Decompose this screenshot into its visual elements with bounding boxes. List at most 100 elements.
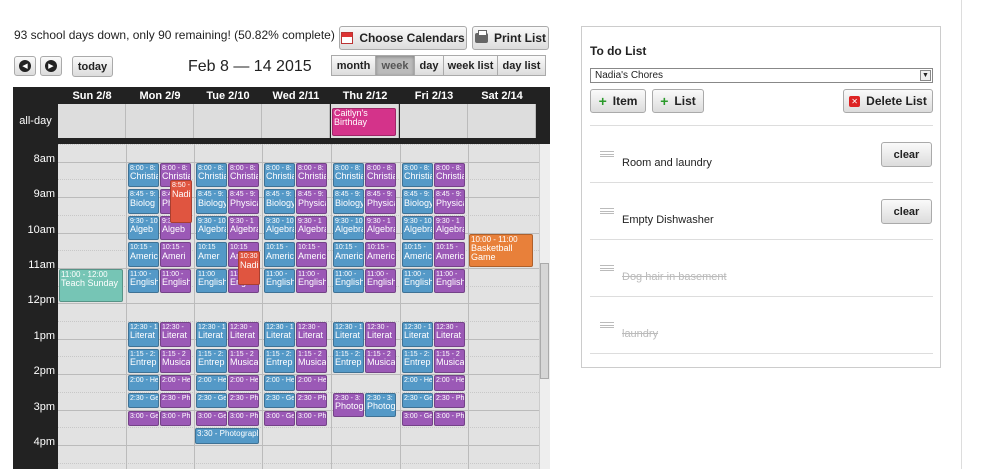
calendar-event[interactable]: 8:45 - 9: Physica bbox=[296, 189, 327, 214]
calendar-event[interactable]: 8:00 - 8: Christia bbox=[333, 162, 364, 188]
allday-cell[interactable] bbox=[400, 104, 468, 138]
calendar-event[interactable]: 2:30 - Ph bbox=[434, 392, 465, 409]
view-day-list-button[interactable]: day list bbox=[497, 55, 546, 76]
calendar-event[interactable]: 2:00 - He bbox=[160, 375, 191, 391]
calendar-event[interactable]: 12:30 - Literat bbox=[228, 322, 259, 347]
day-header-5[interactable]: Fri 2/13 bbox=[414, 89, 454, 102]
calendar-event[interactable]: 12:30 - 1 Literat bbox=[333, 322, 364, 347]
calendar-event[interactable]: 9:30 - 1 Algebra bbox=[434, 215, 465, 241]
calendar-event[interactable]: 3:00 - Ge bbox=[264, 410, 295, 427]
calendar-event[interactable]: 1:15 - 2 Musica bbox=[365, 348, 396, 374]
todo-item-text[interactable]: laundry bbox=[622, 328, 659, 340]
calendar-event[interactable]: 2:30 - 3: Photog bbox=[333, 392, 364, 418]
drag-handle-icon[interactable] bbox=[600, 151, 614, 157]
calendar-event[interactable]: 8:45 - 9: Biology bbox=[264, 189, 295, 214]
calendar-event[interactable]: 1:15 - 2: Entrep bbox=[402, 348, 433, 374]
calendar-event[interactable]: 1:15 - 2: Entrep bbox=[128, 348, 159, 374]
view-day-button[interactable]: day bbox=[414, 55, 444, 76]
calendar-event[interactable]: 12:30 - Literat bbox=[434, 322, 465, 347]
calendar-event[interactable]: 2:00 - He bbox=[434, 375, 465, 391]
calendar-event[interactable]: 3:00 - Ge bbox=[128, 410, 159, 427]
calendar-event[interactable]: 2:30 - Ge bbox=[196, 392, 227, 409]
calendar-event[interactable]: 2:00 - He bbox=[264, 375, 295, 391]
calendar-event[interactable]: 8:45 - 9: Physica bbox=[228, 189, 259, 214]
calendar-event[interactable]: 2:00 - He bbox=[228, 375, 259, 391]
calendar-event[interactable]: 12:30 - Literat bbox=[365, 322, 396, 347]
calendar-event[interactable]: 8:45 - 9: Biology bbox=[333, 189, 364, 214]
calendar-event[interactable]: 1:15 - 2 Musica bbox=[434, 348, 465, 374]
calendar-event[interactable]: 10:15 - Americ bbox=[365, 242, 396, 267]
calendar-event[interactable]: 12:30 - 1 Literat bbox=[264, 322, 295, 347]
calendar-event[interactable]: 8:45 - 9: Physica bbox=[434, 189, 465, 214]
day-header-6[interactable]: Sat 2/14 bbox=[481, 89, 523, 102]
calendar-event[interactable]: 9:30 - 10 Algeb bbox=[128, 215, 159, 241]
calendar-event[interactable]: 9:30 - 1 Algebra bbox=[296, 215, 327, 241]
calendar-event[interactable]: 9:30 - 10 Algebra bbox=[264, 215, 295, 241]
calendar-event[interactable]: 3:00 - Ph bbox=[228, 410, 259, 427]
calendar-event[interactable]: 8:45 - 9: Biology bbox=[402, 189, 433, 214]
todo-item-text[interactable]: Dog hair in basement bbox=[622, 271, 727, 283]
calendar-event[interactable]: 2:30 - Ge bbox=[402, 392, 433, 409]
todo-list-select[interactable]: Nadia's Chores ▼ bbox=[590, 68, 933, 83]
calendar-event[interactable]: 8:00 - 8: Christia bbox=[264, 162, 295, 188]
calendar-event[interactable]: 1:15 - 2: Entrep bbox=[264, 348, 295, 374]
calendar-event[interactable]: 8:00 - 8: Christia bbox=[434, 162, 465, 188]
allday-cell[interactable] bbox=[468, 104, 536, 138]
calendar-scrollbar-thumb[interactable] bbox=[540, 263, 549, 379]
calendar-event[interactable]: 11:00 - English bbox=[160, 268, 191, 294]
calendar-event[interactable]: 8:00 - 8: Christia bbox=[402, 162, 433, 188]
calendar-event[interactable]: 2:30 - Ph bbox=[228, 392, 259, 409]
calendar-event[interactable]: 11:00 - English bbox=[128, 268, 159, 294]
calendar-event[interactable]: 10:15 - Americ bbox=[264, 242, 295, 267]
allday-cell[interactable] bbox=[262, 104, 330, 138]
calendar-event[interactable]: 10:00 - 11:00 Basketball Game bbox=[469, 233, 533, 267]
add-item-button[interactable]: + Item bbox=[590, 89, 646, 113]
calendar-event[interactable]: 11:00 - English bbox=[333, 268, 364, 294]
calendar-event[interactable]: 12:30 - Literat bbox=[296, 322, 327, 347]
calendar-event[interactable]: 8:50 -Nadi Phys bbox=[170, 180, 192, 223]
calendar-event[interactable]: 2:00 - He bbox=[402, 375, 433, 391]
clear-item-button[interactable]: clear bbox=[881, 199, 932, 224]
day-header-4[interactable]: Thu 2/12 bbox=[342, 89, 388, 102]
calendar-event[interactable]: 9:30 - 1 Algebra bbox=[228, 215, 259, 241]
calendar-event[interactable]: 3:00 - Ph bbox=[434, 410, 465, 427]
calendar-event[interactable]: 10:15 - Americ bbox=[434, 242, 465, 267]
view-month-button[interactable]: month bbox=[331, 55, 376, 76]
calendar-event[interactable]: 12:30 - 1 Literat bbox=[402, 322, 433, 347]
calendar-event[interactable]: 8:45 - 9: Biolog bbox=[128, 189, 159, 214]
calendar-event[interactable]: 2:30 - Ge bbox=[264, 392, 295, 409]
calendar-event[interactable]: 11:00 English bbox=[196, 268, 227, 294]
calendar-event[interactable]: 9:30 - 10 Algebra bbox=[402, 215, 433, 241]
allday-event[interactable]: Caitlyn's Birthday bbox=[332, 108, 396, 136]
calendar-event[interactable]: 9:30 - 10 Algebra bbox=[196, 215, 227, 241]
clear-item-button[interactable]: clear bbox=[881, 142, 932, 167]
calendar-event[interactable]: 2:30 - Ge bbox=[128, 392, 159, 409]
calendar-event[interactable]: 11:00 - 12:00 Teach Sunday bbox=[59, 268, 123, 303]
calendar-event[interactable]: 1:15 - 2: Entrep bbox=[196, 348, 227, 374]
calendar-event[interactable]: 1:15 - 2 Musica bbox=[160, 348, 191, 374]
calendar-event[interactable]: 8:45 - 9: Physica bbox=[365, 189, 396, 214]
calendar-event[interactable]: 10:15 - Americ bbox=[402, 242, 433, 267]
calendar-event[interactable]: 2:00 - He bbox=[296, 375, 327, 391]
calendar-event[interactable]: 10:15 - Americ bbox=[128, 242, 159, 267]
calendar-event[interactable]: 12:30 - Literat bbox=[160, 322, 191, 347]
calendar-event[interactable]: 3:30 - Photograph bbox=[195, 428, 259, 444]
allday-cell[interactable] bbox=[126, 104, 194, 138]
day-header-1[interactable]: Mon 2/9 bbox=[139, 89, 181, 102]
calendar-event[interactable]: 12:30 - 1 Literat bbox=[128, 322, 159, 347]
view-week-list-button[interactable]: week list bbox=[443, 55, 498, 76]
calendar-event[interactable]: 11:00 - English bbox=[365, 268, 396, 294]
calendar-event[interactable]: 1:15 - 2 Musica bbox=[296, 348, 327, 374]
calendar-event[interactable]: 1:15 - 2: Entrep bbox=[333, 348, 364, 374]
todo-item-text[interactable]: Room and laundry bbox=[622, 157, 712, 169]
calendar-event[interactable]: 8:00 - 8: Christia bbox=[128, 162, 159, 188]
calendar-event[interactable]: 9:30 - 1 Algebra bbox=[365, 215, 396, 241]
calendar-event[interactable]: 8:00 - 8: Christia bbox=[296, 162, 327, 188]
calendar-event[interactable]: 11:00 - English bbox=[402, 268, 433, 294]
drag-handle-icon[interactable] bbox=[600, 265, 614, 271]
drag-handle-icon[interactable] bbox=[600, 208, 614, 214]
calendar-event[interactable]: 3:00 - Ph bbox=[160, 410, 191, 427]
calendar-event[interactable]: 2:30 - 3: Photog bbox=[365, 392, 396, 418]
calendar-event[interactable]: 3:00 - Ge bbox=[402, 410, 433, 427]
